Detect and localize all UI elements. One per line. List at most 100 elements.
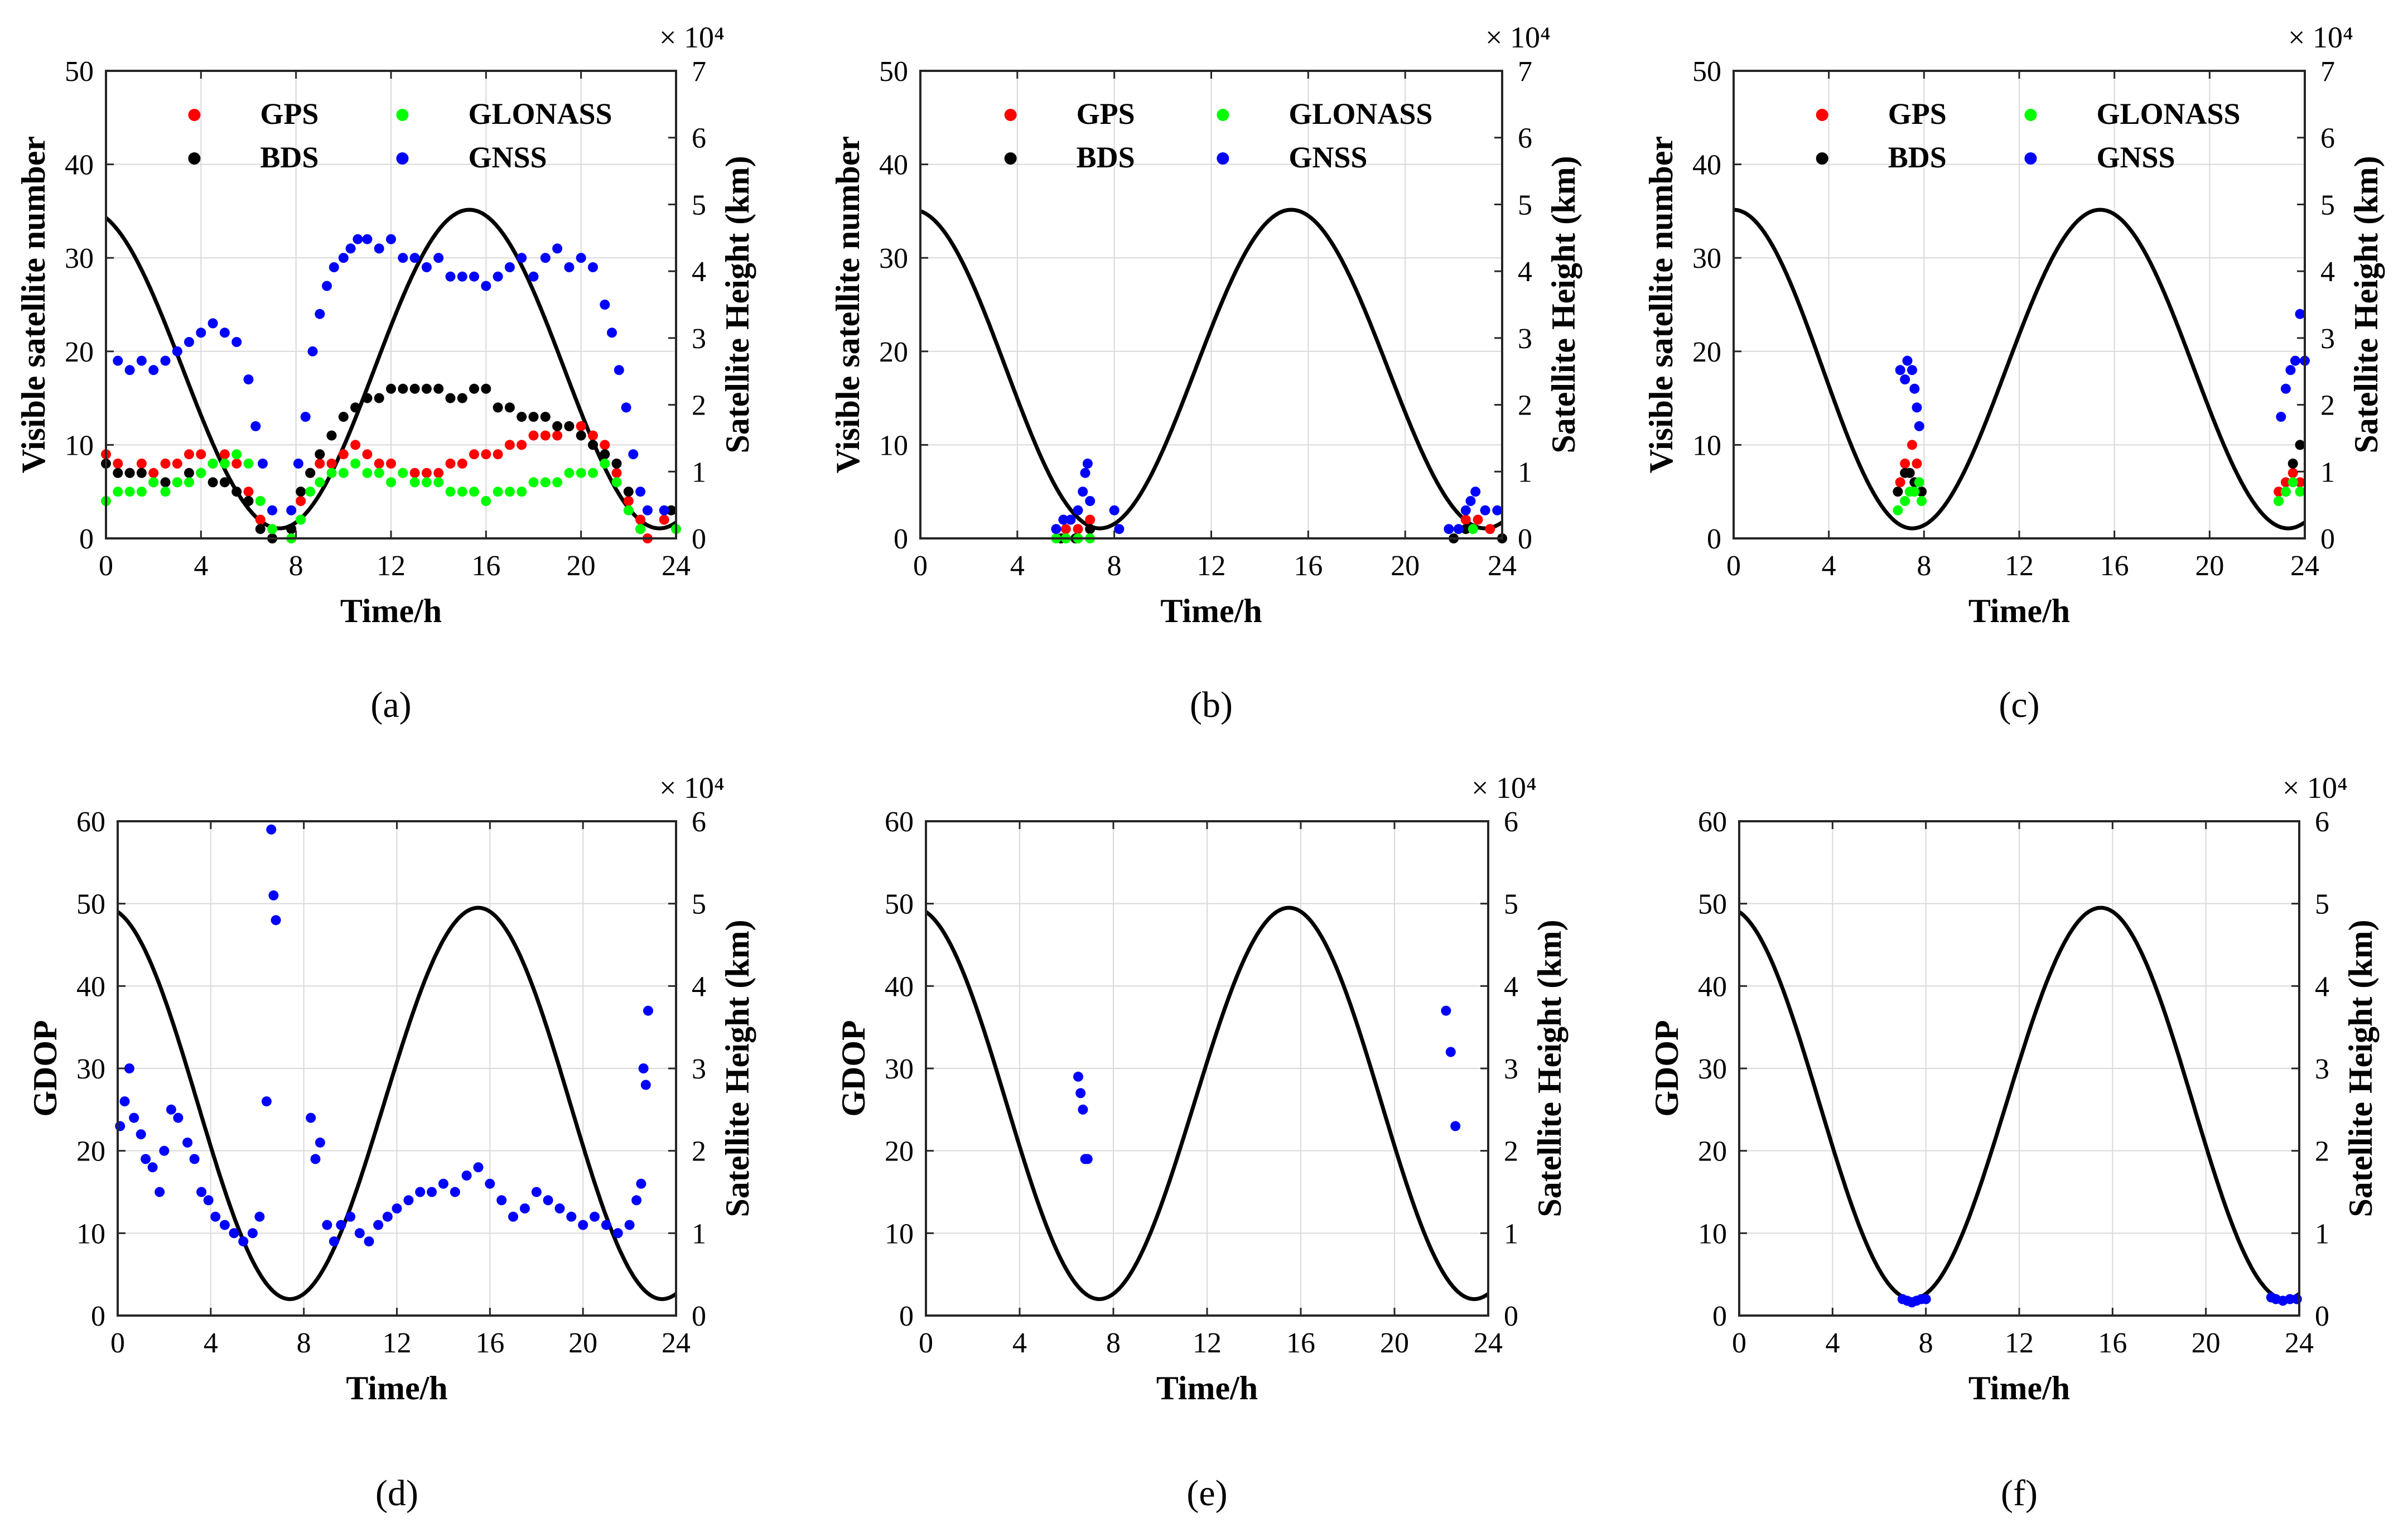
data-point xyxy=(1917,487,1927,497)
y2-tick-label: 2 xyxy=(1504,1136,1518,1168)
series-gnss xyxy=(1051,458,1503,534)
data-point xyxy=(635,487,646,497)
y2-tick-label: 4 xyxy=(2320,256,2335,288)
data-point xyxy=(261,1096,272,1107)
data-point xyxy=(457,393,467,403)
data-point xyxy=(231,449,242,460)
y2-tick-label: 1 xyxy=(692,456,706,488)
series-gdop xyxy=(1897,1292,2302,1308)
y2-tick-label: 3 xyxy=(692,323,706,355)
y2-tick-label: 1 xyxy=(2315,1218,2329,1250)
y2-axis-label: Satellite Height (km) xyxy=(2348,156,2385,453)
x-tick-label: 12 xyxy=(1193,1327,1222,1359)
data-point xyxy=(1893,505,1903,516)
legend-label-bds: BDS xyxy=(260,141,319,174)
legend-marker-bds xyxy=(188,152,201,165)
x-tick-label: 24 xyxy=(2285,1327,2314,1359)
data-point xyxy=(1900,374,1910,385)
data-point xyxy=(350,440,361,450)
data-point xyxy=(576,468,586,478)
x-tick-label: 16 xyxy=(1286,1327,1315,1359)
series-gdop xyxy=(1073,1005,1461,1164)
data-point xyxy=(338,468,349,478)
data-point xyxy=(160,477,171,488)
x-tick-label: 0 xyxy=(913,550,928,582)
y-tick-label: 60 xyxy=(76,806,105,838)
data-point xyxy=(427,1187,437,1197)
data-point xyxy=(305,487,316,497)
series-glonass xyxy=(1893,477,2305,516)
data-point xyxy=(2295,309,2305,319)
legend-label-gnss: GNSS xyxy=(468,141,547,174)
data-point xyxy=(184,449,194,460)
data-point xyxy=(473,1162,484,1173)
y2-tick-label: 5 xyxy=(2320,189,2335,221)
legend-label-glonass: GLONASS xyxy=(1289,97,1432,131)
data-point xyxy=(628,449,639,460)
data-point xyxy=(1470,487,1481,497)
y-tick-label: 20 xyxy=(1698,1136,1727,1168)
data-point xyxy=(438,1178,448,1189)
data-point xyxy=(2280,383,2291,394)
y-axis-label: Visible satellite number xyxy=(15,136,52,473)
data-point xyxy=(172,346,182,357)
data-point xyxy=(588,468,598,478)
data-point xyxy=(564,262,575,272)
data-point xyxy=(1073,505,1083,516)
y-tick-label: 20 xyxy=(879,336,908,368)
data-point xyxy=(540,430,551,441)
y2-tick-label: 6 xyxy=(1504,806,1518,838)
y-tick-label: 10 xyxy=(76,1218,105,1250)
data-point xyxy=(326,430,337,441)
data-point xyxy=(189,1154,200,1164)
series-bds xyxy=(1893,440,2305,506)
data-point xyxy=(445,458,456,469)
legend-marker-gps xyxy=(188,109,201,121)
data-point xyxy=(469,487,479,497)
legend-marker-glonass xyxy=(2024,109,2037,121)
data-point xyxy=(231,337,242,347)
x-tick-label: 4 xyxy=(204,1327,218,1359)
x-tick-label: 0 xyxy=(919,1327,933,1359)
data-point xyxy=(409,468,420,478)
data-point xyxy=(1465,496,1476,506)
data-point xyxy=(2288,477,2298,488)
x-tick-label: 0 xyxy=(110,1327,125,1359)
data-point xyxy=(623,496,634,506)
x-tick-label: 4 xyxy=(194,550,208,582)
data-point xyxy=(160,487,171,497)
data-point xyxy=(540,412,551,422)
y2-tick-label: 6 xyxy=(2315,806,2329,838)
data-point xyxy=(554,1203,565,1213)
data-point xyxy=(210,1211,221,1222)
data-point xyxy=(409,383,420,394)
y-tick-label: 0 xyxy=(1707,523,1721,555)
x-tick-label: 24 xyxy=(662,1327,691,1359)
data-point xyxy=(624,1220,635,1230)
data-point xyxy=(136,458,147,469)
data-point xyxy=(136,468,147,478)
data-point xyxy=(219,327,230,338)
data-point xyxy=(207,458,218,469)
data-point xyxy=(238,1236,249,1247)
data-point xyxy=(338,449,349,460)
y2-tick-label: 3 xyxy=(2320,323,2335,355)
data-point xyxy=(457,271,467,282)
data-point xyxy=(315,477,325,488)
y-tick-label: 30 xyxy=(885,1053,914,1085)
data-point xyxy=(528,412,539,422)
y2-tick-label: 1 xyxy=(1518,456,1532,488)
series-gnss xyxy=(113,234,669,516)
data-point xyxy=(196,468,206,478)
data-point xyxy=(403,1195,414,1206)
x-tick-label: 8 xyxy=(1919,1327,1933,1359)
satellite-height-curve xyxy=(919,208,1503,531)
data-point xyxy=(415,1187,426,1197)
data-point xyxy=(338,412,349,422)
data-point xyxy=(219,477,230,488)
data-point xyxy=(392,1203,402,1213)
panel-caption: (a) xyxy=(370,685,411,725)
